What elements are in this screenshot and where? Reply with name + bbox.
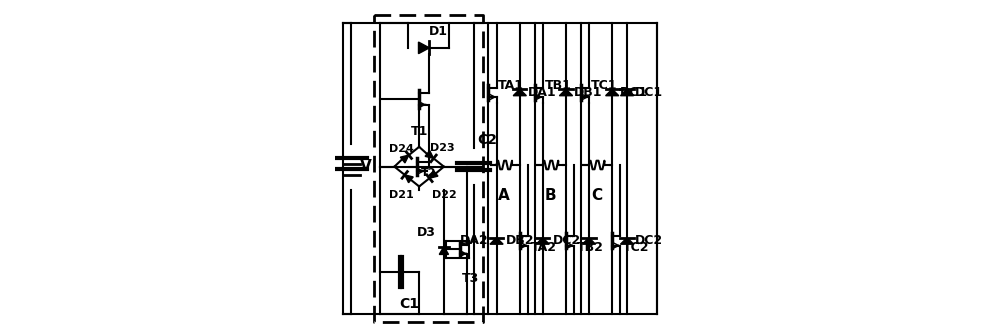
Text: D23: D23 bbox=[430, 144, 454, 153]
Text: C2: C2 bbox=[478, 133, 498, 147]
Text: DA1: DA1 bbox=[528, 86, 556, 99]
Text: TC2: TC2 bbox=[623, 241, 650, 254]
Polygon shape bbox=[400, 155, 409, 163]
Text: D24: D24 bbox=[389, 144, 414, 154]
Text: DC1: DC1 bbox=[635, 86, 663, 99]
Text: D3: D3 bbox=[417, 226, 436, 239]
Polygon shape bbox=[606, 89, 619, 96]
Text: TA1: TA1 bbox=[498, 79, 524, 92]
Text: A: A bbox=[498, 188, 510, 203]
Polygon shape bbox=[513, 89, 526, 96]
Text: C1: C1 bbox=[399, 297, 419, 311]
Text: DC2: DC2 bbox=[553, 234, 581, 248]
Text: DB2: DB2 bbox=[506, 234, 535, 248]
Text: T3: T3 bbox=[462, 272, 479, 285]
Text: B: B bbox=[545, 188, 556, 203]
Text: TC1: TC1 bbox=[591, 79, 617, 92]
Text: DA2: DA2 bbox=[460, 234, 489, 248]
Text: DB1: DB1 bbox=[574, 86, 602, 99]
Text: T1: T1 bbox=[411, 125, 428, 138]
Text: D1: D1 bbox=[429, 25, 448, 38]
Text: TA2: TA2 bbox=[531, 241, 557, 254]
Polygon shape bbox=[425, 150, 434, 158]
Polygon shape bbox=[490, 238, 503, 244]
Text: T2: T2 bbox=[421, 168, 436, 178]
Polygon shape bbox=[582, 238, 596, 244]
Polygon shape bbox=[536, 238, 549, 244]
Text: TB1: TB1 bbox=[545, 79, 571, 92]
Text: D21: D21 bbox=[389, 190, 413, 200]
Text: TB2: TB2 bbox=[577, 241, 604, 254]
Text: DC1: DC1 bbox=[620, 86, 648, 99]
Polygon shape bbox=[405, 175, 413, 183]
Text: D22: D22 bbox=[432, 190, 457, 200]
Polygon shape bbox=[439, 247, 449, 254]
Polygon shape bbox=[620, 89, 634, 96]
Polygon shape bbox=[429, 170, 438, 178]
Text: DC2: DC2 bbox=[635, 234, 663, 248]
Text: C: C bbox=[591, 188, 602, 203]
Polygon shape bbox=[559, 89, 573, 96]
Polygon shape bbox=[418, 42, 429, 54]
Polygon shape bbox=[620, 238, 634, 244]
Text: V: V bbox=[360, 159, 371, 174]
